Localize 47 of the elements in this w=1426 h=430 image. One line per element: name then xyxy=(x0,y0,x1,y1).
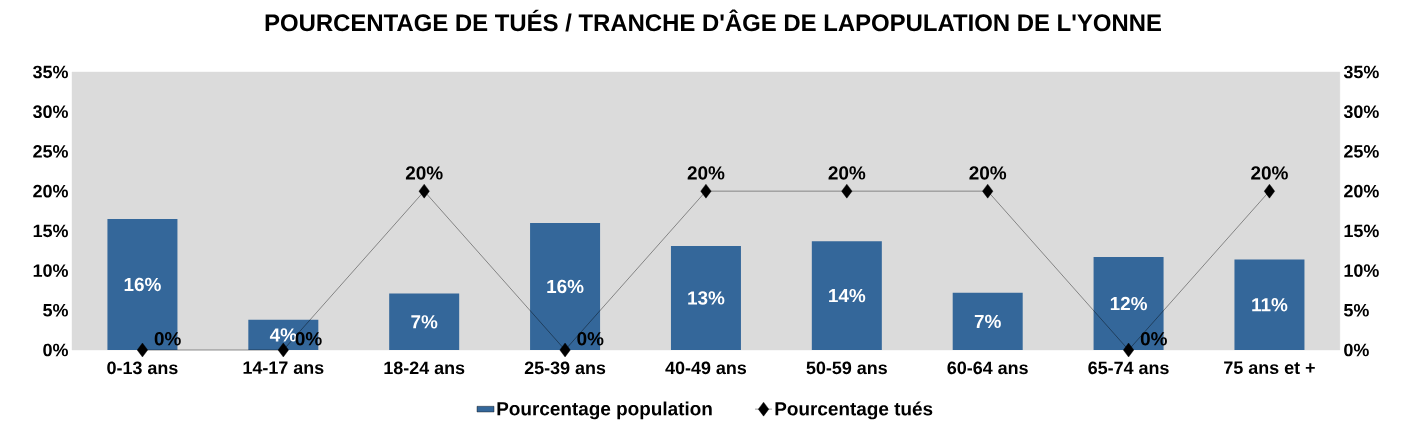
y2-tick-label: 35% xyxy=(1343,65,1379,79)
x-tick-label: 50-59 ans xyxy=(806,361,887,375)
x-tick-label: 0-13 ans xyxy=(107,361,178,375)
data-label: 20% xyxy=(405,166,443,180)
y-tick-label: 5% xyxy=(43,303,68,317)
x-tick-label: 40-49 ans xyxy=(665,361,747,375)
x-tick-label: 25-39 ans xyxy=(524,361,606,375)
chart-title: POURCENTAGE DE TUÉS / TRANCHE D'ÂGE DE LAPOPULATION DE L'YONNE xyxy=(265,9,1161,32)
data-label: 11% xyxy=(1252,298,1288,312)
data-label: 7% xyxy=(411,315,438,329)
bar xyxy=(811,241,882,350)
y-tick-label: 15% xyxy=(33,224,68,238)
data-label: 4% xyxy=(269,328,297,342)
data-label: 20% xyxy=(828,166,866,180)
y-tick-label: 30% xyxy=(32,105,68,119)
y2-tick-label: 30% xyxy=(1343,105,1379,119)
x-tick-label: 65-74 ans xyxy=(1088,361,1169,375)
x-tick-label: 14-17 ans xyxy=(243,361,324,375)
x-tick-label: 75 ans et + xyxy=(1224,361,1315,375)
y-tick-label: 0% xyxy=(43,343,68,357)
y2-tick-label: 10% xyxy=(1344,264,1379,277)
data-label: 16% xyxy=(547,279,584,294)
data-label: 7% xyxy=(974,314,1001,329)
y2-tick-label: 20% xyxy=(1344,184,1379,198)
data-label: 20% xyxy=(1251,166,1288,180)
bar xyxy=(1234,259,1305,350)
legend-label: Pourcentage population xyxy=(497,401,712,420)
y-tick-label: 20% xyxy=(33,184,68,198)
x-tick-label: 60-64 ans xyxy=(947,361,1028,375)
bar xyxy=(952,292,1023,350)
y2-tick-label: 5% xyxy=(1343,303,1369,317)
data-label: 13% xyxy=(688,291,725,305)
data-label: 16% xyxy=(124,277,161,292)
y-tick-label: 10% xyxy=(33,264,68,277)
y2-tick-label: 25% xyxy=(1344,145,1379,158)
data-label: 12% xyxy=(1110,296,1148,311)
bar xyxy=(389,293,460,350)
legend-label: Pourcentage tués xyxy=(775,401,933,420)
bar xyxy=(670,245,741,350)
data-label: 20% xyxy=(969,166,1007,180)
data-label: 20% xyxy=(687,166,725,180)
data-label: 14% xyxy=(829,288,866,303)
y-tick-label: 25% xyxy=(33,145,68,158)
y2-tick-label: 0% xyxy=(1344,343,1369,357)
x-tick-label: 18-24 ans xyxy=(384,361,465,375)
y2-tick-label: 15% xyxy=(1344,224,1379,238)
y-tick-label: 35% xyxy=(32,65,68,79)
